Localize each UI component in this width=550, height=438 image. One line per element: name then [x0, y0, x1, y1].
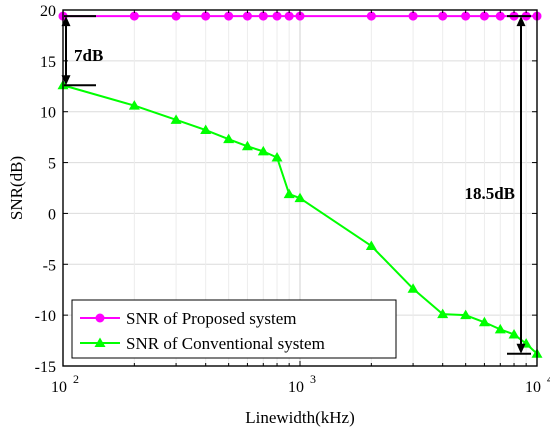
annotation-7db-arrow-head-bottom — [61, 75, 71, 86]
data-point-conventional — [460, 309, 472, 320]
legend-box — [71, 299, 397, 359]
data-point-conventional — [407, 283, 419, 293]
data-point-conventional — [437, 308, 449, 319]
tick-layer: -15 -10 -5 0 5 10 15 20 10 2 10 3 10 4 — [35, 3, 550, 396]
data-point-proposed — [479, 11, 489, 21]
y-tick-label: 5 — [48, 156, 56, 173]
annotation-18-5db-arrow-head-top — [516, 16, 526, 27]
data-point-conventional — [365, 240, 377, 250]
data-point-proposed — [284, 11, 294, 21]
data-point-proposed — [461, 11, 471, 21]
data-point-conventional — [294, 192, 306, 203]
y-tick-label: 20 — [40, 3, 56, 20]
data-point-conventional — [508, 328, 520, 339]
data-point-proposed — [495, 11, 505, 21]
data-point-proposed — [258, 11, 268, 21]
x-tick-label: 10 — [288, 379, 304, 396]
data-point-conventional — [257, 145, 269, 156]
y-tick-label: 0 — [48, 206, 56, 223]
data-point-conventional — [271, 151, 283, 162]
y-tick-label: 15 — [40, 54, 56, 71]
legend-proposed-marker — [95, 313, 105, 323]
x-tick-exponent: 3 — [310, 372, 316, 386]
legend-conventional-marker — [94, 337, 106, 347]
data-point-proposed — [272, 11, 282, 21]
x-tick-exponent: 2 — [73, 372, 79, 386]
annotation-7db-label: 7dB — [74, 46, 103, 65]
x-tick-label: 10 — [525, 379, 541, 396]
y-tick-label: 10 — [40, 105, 56, 122]
y-tick-label: -15 — [35, 359, 56, 376]
data-point-proposed — [201, 11, 211, 21]
data-point-conventional — [128, 100, 140, 110]
y-tick-label: -10 — [35, 308, 56, 325]
data-point-conventional — [170, 114, 182, 124]
annotation-7db-arrow-head-top — [61, 16, 71, 27]
data-point-proposed — [129, 11, 139, 21]
data-point-proposed — [224, 11, 234, 21]
data-point-proposed — [438, 11, 448, 21]
data-point-conventional — [223, 133, 235, 144]
data-point-proposed — [366, 11, 376, 21]
annotation-18-5db-arrow-head-bottom — [516, 343, 526, 354]
legend: SNR of Proposed system SNR of Convention… — [71, 299, 397, 359]
annotation-layer: 7dB 18.5dB — [61, 15, 531, 355]
data-point-proposed — [408, 11, 418, 21]
data-point-proposed — [171, 11, 181, 21]
data-point-conventional — [200, 124, 212, 135]
legend-proposed-label: SNR of Proposed system — [126, 309, 296, 328]
annotation-18-5db-label: 18.5dB — [464, 184, 515, 203]
x-axis-label: Linewidth(kHz) — [245, 408, 355, 427]
series-layer — [57, 11, 543, 358]
x-tick-exponent: 4 — [547, 372, 550, 386]
data-point-conventional — [478, 316, 490, 327]
y-axis-label: SNR(dB) — [7, 156, 26, 220]
x-tick-label: 10 — [51, 379, 67, 396]
legend-conventional-label: SNR of Conventional system — [126, 334, 325, 353]
y-tick-label: -5 — [43, 257, 56, 274]
data-point-conventional — [241, 140, 253, 151]
data-point-conventional — [283, 188, 295, 199]
data-point-conventional — [494, 323, 506, 334]
data-point-proposed — [295, 11, 305, 21]
data-point-proposed — [242, 11, 252, 21]
